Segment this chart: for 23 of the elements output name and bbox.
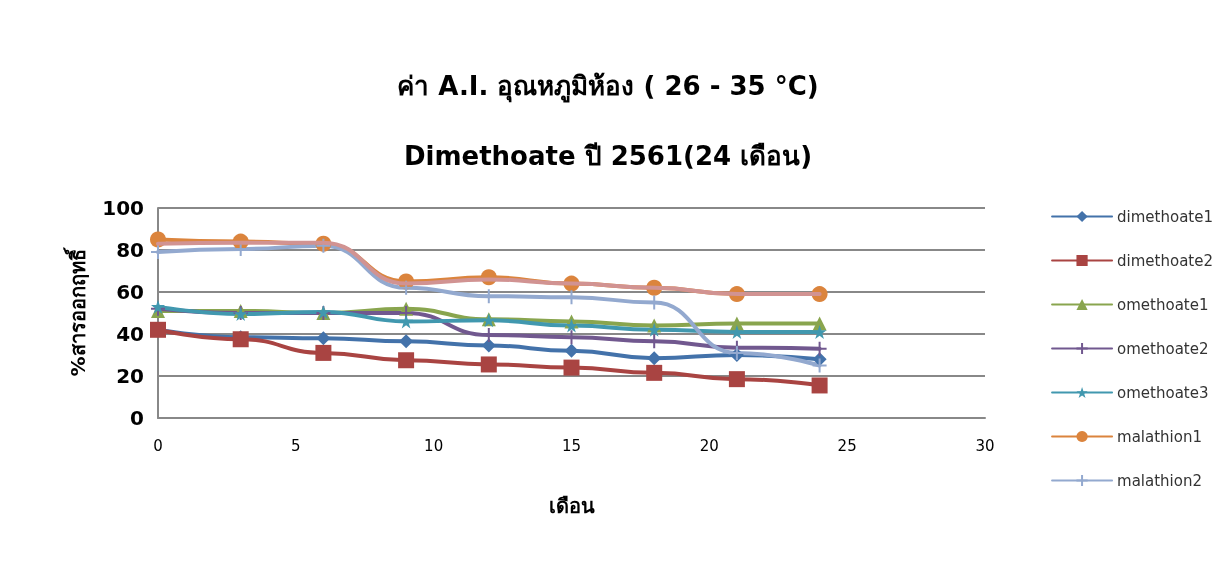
- x-axis-title: เดือน: [548, 494, 595, 518]
- x-tick-label: 15: [561, 436, 582, 455]
- chart-title: ค่า A.I. อุณหภูมิห้อง ( 26 - 35 °C) Dimethoate ปี 2561(24 เดือน): [397, 71, 819, 171]
- legend-label: omethoate2: [1117, 339, 1209, 358]
- legend-label: omethoate3: [1117, 383, 1209, 402]
- x-tick-label: 0: [153, 436, 163, 455]
- x-tick-label: 10: [424, 436, 444, 455]
- y-tick-label: 60: [116, 280, 144, 304]
- y-tick-label: 20: [116, 364, 144, 388]
- legend-label: dimethoate1: [1117, 207, 1214, 226]
- y-tick-label: 0: [130, 406, 144, 430]
- y-tick-label: 80: [116, 238, 144, 262]
- legend-label: malathion2: [1117, 471, 1203, 490]
- y-tick-label: 40: [116, 322, 144, 346]
- x-tick-label: 30: [975, 436, 995, 455]
- x-tick-label: 20: [699, 436, 719, 455]
- legend-label: malathion1: [1117, 427, 1203, 446]
- legend-label: dimethoate2: [1117, 251, 1214, 270]
- legend-label: omethoate1: [1117, 295, 1209, 314]
- y-axis-title: %สารออกฤทธิ์: [63, 247, 90, 377]
- x-tick-label: 25: [837, 436, 857, 455]
- y-tick-label: 100: [102, 196, 144, 220]
- x-tick-label: 5: [291, 436, 301, 455]
